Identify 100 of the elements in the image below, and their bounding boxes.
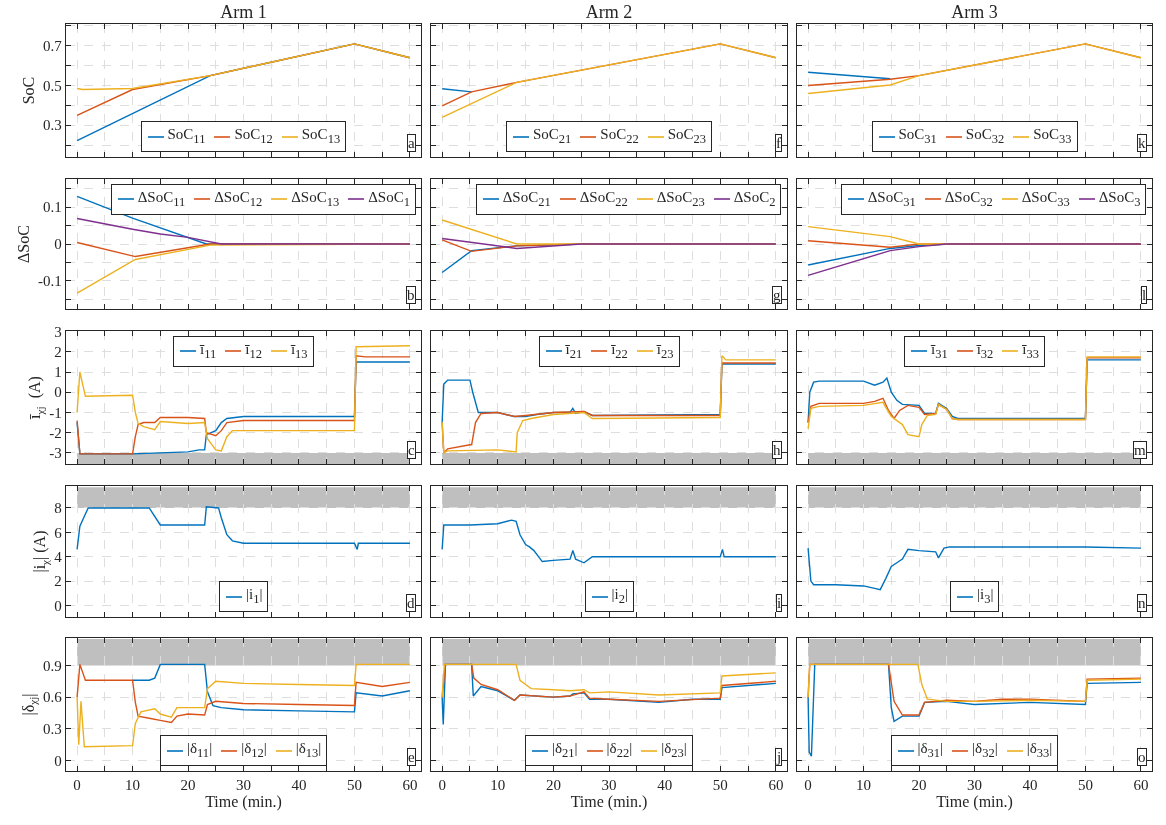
chart-title: Arm 3 xyxy=(951,2,998,23)
x-tick-label: 30 xyxy=(601,777,617,794)
x-axis-title: Time (min.) xyxy=(936,793,1013,812)
x-axis-title: Time (min.) xyxy=(205,793,282,812)
legend-label: |i$_{3}$| xyxy=(977,585,994,609)
y-tick-label: 8 xyxy=(54,500,62,517)
legend-label: SoC$_{33}$ xyxy=(1033,125,1072,149)
annotation: d xyxy=(407,595,415,611)
legend-label: |δ$_{23}$| xyxy=(661,739,687,763)
annotation: j xyxy=(776,749,782,765)
y-tick-label: 0.1 xyxy=(43,199,62,216)
legend-label: ī$_{21}$ xyxy=(565,339,583,363)
legend-label: ΔSoC$_{33}$ xyxy=(1021,187,1070,211)
x-tick-label: 20 xyxy=(911,777,927,794)
legend-label: |δ$_{21}$| xyxy=(552,739,578,763)
annotation: l xyxy=(1142,287,1147,303)
legend-label: ΔSoC$_{2}$ xyxy=(733,187,776,211)
y-tick-label: -1 xyxy=(49,404,62,421)
y-tick-label: 0 xyxy=(54,752,62,769)
x-tick-label: 50 xyxy=(1077,777,1093,794)
legend-label: ī$_{11}$ xyxy=(200,339,217,363)
legend-label: ī$_{31}$ xyxy=(931,339,948,363)
x-tick-label: 20 xyxy=(545,777,561,794)
legend-label: |δ$_{13}$| xyxy=(295,739,322,763)
x-axis-title: Time (min.) xyxy=(570,793,648,812)
legend-label: ΔSoC$_{1}$ xyxy=(368,187,410,211)
x-tick-label: 30 xyxy=(967,777,982,794)
y-tick-label: 0 xyxy=(54,236,62,253)
legend-label: ΔSoC$_{21}$ xyxy=(502,187,551,211)
y-tick-label: 0.9 xyxy=(43,657,62,674)
x-tick-label: 10 xyxy=(125,777,141,794)
legend-label: ΔSoC$_{31}$ xyxy=(867,187,916,211)
legend-label: SoC$_{11}$ xyxy=(167,125,206,149)
y-tick-label: 6 xyxy=(54,524,63,541)
x-tick-label: 10 xyxy=(856,777,872,794)
y-tick-label: 3 xyxy=(54,323,62,340)
x-tick-label: 40 xyxy=(657,777,673,794)
legend-label: ΔSoC$_{13}$ xyxy=(291,187,340,211)
chart-title: Arm 2 xyxy=(585,2,633,23)
annotation: c xyxy=(408,442,415,458)
y-tick-label: 4 xyxy=(54,548,63,565)
legend-label: ΔSoC$_{3}$ xyxy=(1098,187,1141,211)
y-axis-title: SoC xyxy=(20,76,38,105)
legend-label: |i$_{1}$| xyxy=(246,585,263,609)
x-tick-label: 60 xyxy=(768,777,784,794)
y-tick-label: 0 xyxy=(54,597,62,614)
legend-label: SoC$_{23}$ xyxy=(667,125,707,149)
y-tick-label: 0.5 xyxy=(43,77,62,94)
legend-label: SoC$_{31}$ xyxy=(898,125,937,149)
annotation: m xyxy=(1134,442,1146,458)
y-tick-label: 2 xyxy=(54,344,62,361)
x-tick-label: 20 xyxy=(180,777,196,794)
x-tick-label: 40 xyxy=(291,777,307,794)
y-tick-label: -0.1 xyxy=(38,273,62,290)
legend-label: ΔSoC$_{32}$ xyxy=(944,187,993,211)
legend-label: ī$_{33}$ xyxy=(1022,339,1040,363)
legend-label: SoC$_{21}$ xyxy=(533,125,572,149)
x-tick-label: 0 xyxy=(804,777,812,794)
x-tick-label: 0 xyxy=(73,777,81,794)
y-tick-label: 0 xyxy=(54,384,62,401)
y-tick-label: 0.3 xyxy=(43,721,62,738)
legend-label: |δ$_{31}$| xyxy=(917,739,944,763)
y-tick-label: -3 xyxy=(49,445,62,462)
y-tick-label: 2 xyxy=(54,573,62,590)
x-tick-label: 50 xyxy=(712,777,728,794)
annotation: i xyxy=(777,595,782,611)
y-tick-label: 0.3 xyxy=(43,117,62,134)
y-axis-title: ΔSoC xyxy=(15,225,33,263)
legend-label: |δ$_{12}$| xyxy=(241,739,267,763)
legend-label: ΔSoC$_{22}$ xyxy=(579,187,628,211)
legend-label: |δ$_{32}$| xyxy=(972,739,998,763)
x-tick-label: 50 xyxy=(346,777,362,794)
x-tick-label: 0 xyxy=(438,777,446,794)
x-tick-label: 60 xyxy=(402,777,418,794)
y-tick-label: -2 xyxy=(49,424,62,441)
annotation: a xyxy=(408,135,415,151)
annotation: g xyxy=(773,287,781,303)
y-tick-label: 0.6 xyxy=(43,689,63,706)
annotation: f xyxy=(776,135,781,151)
annotation: k xyxy=(1138,135,1146,151)
legend-label: ī$_{23}$ xyxy=(656,339,674,363)
annotation: b xyxy=(407,287,415,303)
legend-label: |δ$_{22}$| xyxy=(606,739,633,763)
annotation: o xyxy=(1138,749,1146,765)
annotation: n xyxy=(1138,595,1146,611)
legend-label: ī$_{13}$ xyxy=(290,339,308,363)
legend-label: ī$_{12}$ xyxy=(245,339,262,363)
legend-label: SoC$_{32}$ xyxy=(965,125,1005,149)
x-tick-label: 40 xyxy=(1022,777,1038,794)
x-tick-label: 10 xyxy=(490,777,506,794)
legend-label: |δ$_{11}$| xyxy=(187,739,213,763)
legend-label: SoC$_{13}$ xyxy=(301,125,341,149)
y-tick-label: 0.7 xyxy=(43,38,63,55)
annotation: e xyxy=(408,749,415,765)
chart-title: Arm 1 xyxy=(220,2,267,23)
annotation: h xyxy=(773,442,781,458)
legend-label: |i$_{2}$| xyxy=(611,585,628,609)
legend-label: SoC$_{22}$ xyxy=(600,125,639,149)
legend-label: ΔSoC$_{11}$ xyxy=(137,187,186,211)
legend-label: |δ$_{33}$| xyxy=(1026,739,1053,763)
